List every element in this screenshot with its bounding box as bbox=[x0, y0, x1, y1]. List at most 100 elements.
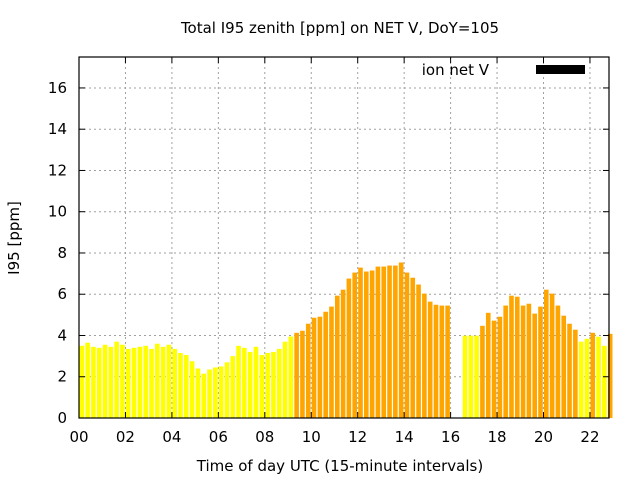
x-tick-label: 16 bbox=[441, 428, 460, 446]
y-tick-label: 12 bbox=[48, 161, 67, 179]
bars bbox=[79, 262, 613, 418]
x-tick-label: 08 bbox=[255, 428, 274, 446]
bar bbox=[346, 278, 352, 418]
bar bbox=[172, 348, 178, 418]
x-tick-label: 02 bbox=[116, 428, 135, 446]
bar bbox=[578, 341, 584, 418]
bar bbox=[207, 369, 212, 418]
x-tick-label: 10 bbox=[302, 428, 321, 446]
bar bbox=[364, 271, 369, 418]
bar bbox=[381, 266, 387, 418]
bar bbox=[137, 346, 143, 418]
bar bbox=[276, 348, 282, 418]
bar bbox=[253, 346, 259, 418]
bar bbox=[102, 344, 108, 418]
bar bbox=[514, 296, 520, 418]
x-tick-label: 20 bbox=[534, 428, 553, 446]
bar bbox=[561, 315, 567, 418]
chart-title: Total I95 zenith [ppm] on NET V, DoY=105 bbox=[180, 19, 499, 37]
bar bbox=[218, 366, 224, 418]
x-tick-label: 12 bbox=[348, 428, 367, 446]
bar bbox=[398, 262, 404, 418]
bar bbox=[433, 304, 439, 418]
bar bbox=[125, 348, 131, 418]
bar bbox=[485, 312, 491, 418]
bar bbox=[358, 267, 363, 418]
bar bbox=[393, 265, 398, 418]
x-axis-label: Time of day UTC (15-minute intervals) bbox=[196, 457, 483, 475]
bar bbox=[445, 305, 450, 418]
bar bbox=[96, 347, 102, 418]
bar bbox=[311, 317, 317, 418]
bar bbox=[404, 272, 410, 418]
bar bbox=[91, 346, 96, 418]
bar bbox=[114, 341, 119, 418]
bar bbox=[340, 289, 346, 418]
bar bbox=[294, 332, 299, 418]
y-tick-label: 14 bbox=[48, 120, 67, 138]
bar bbox=[189, 361, 195, 418]
bar bbox=[265, 353, 270, 418]
bar bbox=[224, 362, 230, 418]
y-tick-label: 0 bbox=[57, 409, 67, 427]
bar bbox=[410, 277, 416, 418]
bar bbox=[474, 335, 479, 418]
bar bbox=[352, 272, 358, 418]
x-tick-label: 22 bbox=[580, 428, 599, 446]
bar bbox=[544, 289, 549, 418]
x-tick-label: 06 bbox=[209, 428, 228, 446]
bar bbox=[329, 306, 334, 418]
x-tick-label: 14 bbox=[395, 428, 414, 446]
bar bbox=[300, 330, 305, 418]
bar bbox=[166, 344, 172, 418]
y-tick-label: 2 bbox=[57, 368, 67, 386]
bar bbox=[602, 345, 607, 418]
bar bbox=[154, 343, 160, 418]
bar bbox=[369, 270, 375, 418]
bar bbox=[317, 316, 323, 418]
bar bbox=[375, 266, 381, 418]
bar bbox=[184, 355, 189, 418]
x-tick-label: 04 bbox=[162, 428, 181, 446]
y-tick-label: 8 bbox=[57, 244, 67, 262]
legend-swatch bbox=[536, 65, 585, 74]
bar bbox=[230, 356, 236, 418]
plot-frame bbox=[78, 56, 610, 419]
bar bbox=[334, 295, 340, 418]
x-tick-label: 18 bbox=[488, 428, 507, 446]
bar bbox=[236, 345, 241, 418]
bar bbox=[282, 341, 288, 418]
y-tick-label: 4 bbox=[57, 326, 67, 344]
bar bbox=[259, 355, 265, 418]
bar bbox=[288, 336, 294, 418]
bar bbox=[549, 293, 555, 418]
bar bbox=[596, 336, 601, 418]
bar bbox=[305, 323, 311, 418]
bar bbox=[538, 306, 543, 418]
bar bbox=[416, 284, 421, 418]
bar bbox=[201, 373, 207, 418]
bar bbox=[149, 348, 154, 418]
bar bbox=[323, 311, 328, 418]
bar bbox=[79, 345, 85, 418]
bar bbox=[468, 335, 474, 418]
bar bbox=[271, 351, 276, 418]
bar bbox=[491, 320, 497, 418]
bar bbox=[567, 323, 572, 418]
bar bbox=[143, 345, 148, 418]
bar bbox=[427, 301, 433, 418]
y-tick-label: 16 bbox=[48, 79, 67, 97]
bar bbox=[108, 346, 114, 418]
bar bbox=[85, 342, 90, 418]
bar bbox=[195, 368, 201, 418]
bar bbox=[178, 353, 183, 418]
y-tick-label: 6 bbox=[57, 285, 67, 303]
bar bbox=[526, 303, 532, 418]
bar bbox=[242, 347, 247, 418]
bar bbox=[120, 344, 125, 418]
bar bbox=[555, 305, 561, 418]
bar bbox=[213, 367, 218, 418]
